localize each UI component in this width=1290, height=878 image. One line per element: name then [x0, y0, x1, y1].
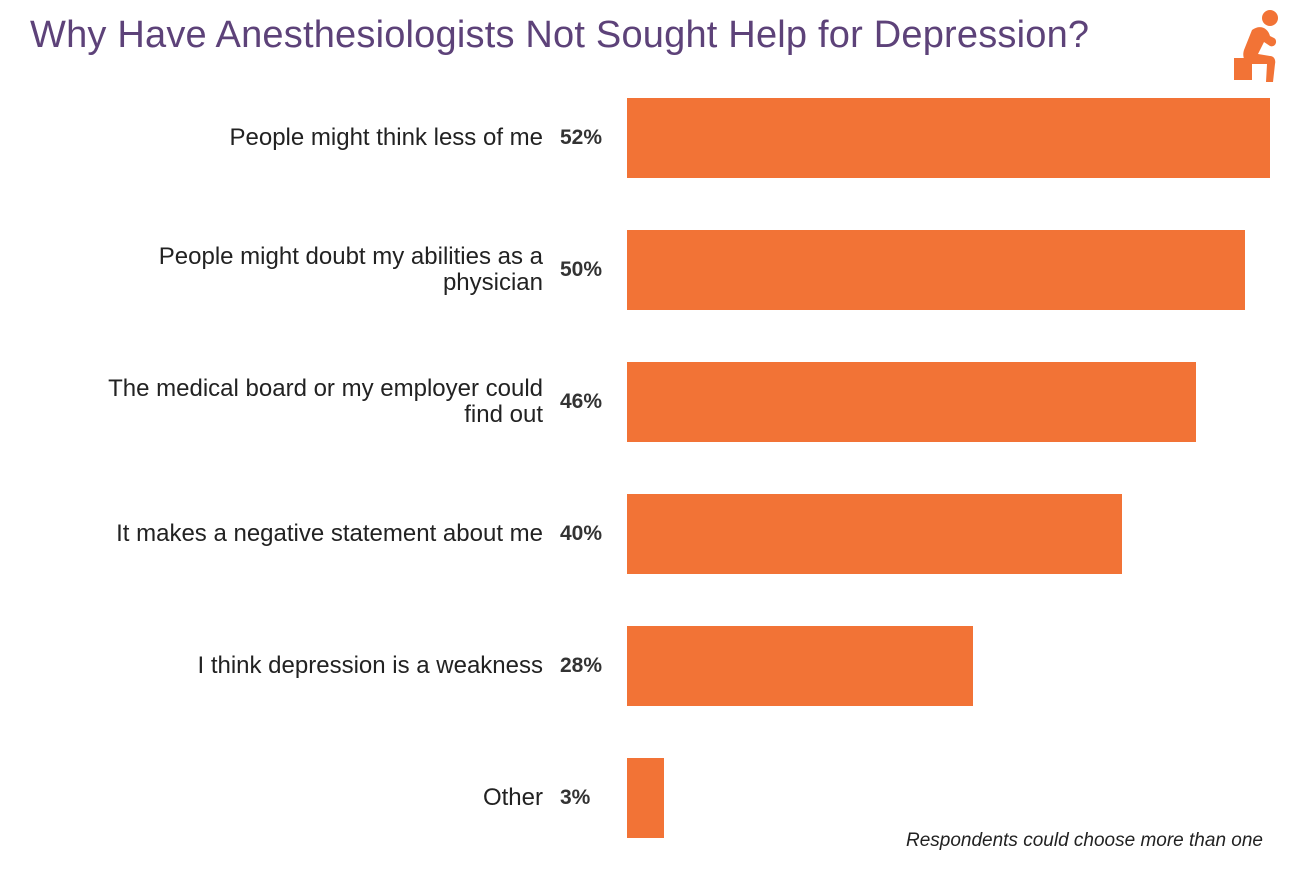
chart-title: Why Have Anesthesiologists Not Sought He…	[30, 14, 1090, 56]
bar	[627, 230, 1245, 310]
bar-row: The medical board or my employer could f…	[0, 362, 1290, 442]
category-label: It makes a negative statement about me	[116, 520, 543, 547]
bar	[627, 758, 664, 838]
data-label: 40%	[560, 522, 603, 545]
bar	[627, 494, 1122, 574]
data-label: 46%	[560, 390, 603, 413]
bar-row: It makes a negative statement about me 40…	[0, 494, 1290, 574]
footnote: Respondents could choose more than one	[905, 830, 1263, 851]
data-label: 3%	[560, 786, 591, 809]
bar-row: People might doubt my abilities as a phy…	[0, 230, 1290, 310]
thinking-person-icon	[1234, 10, 1278, 82]
bar-row: People might think less of me 52%	[0, 98, 1290, 178]
category-label: I think depression is a weakness	[197, 652, 543, 679]
category-label: People might think less of me	[229, 124, 544, 151]
data-label: 50%	[560, 258, 603, 281]
bar	[627, 362, 1196, 442]
bar-row: I think depression is a weakness 28%	[0, 626, 1290, 706]
bar-row: Other 3%	[0, 758, 1290, 838]
bar	[627, 98, 1270, 178]
category-label: The medical board or my employer could f…	[108, 375, 543, 428]
data-label: 28%	[560, 654, 603, 677]
category-label: Other	[482, 784, 543, 811]
bar	[627, 626, 973, 706]
data-label: 52%	[560, 126, 603, 149]
category-label: People might doubt my abilities as a phy…	[158, 243, 543, 296]
